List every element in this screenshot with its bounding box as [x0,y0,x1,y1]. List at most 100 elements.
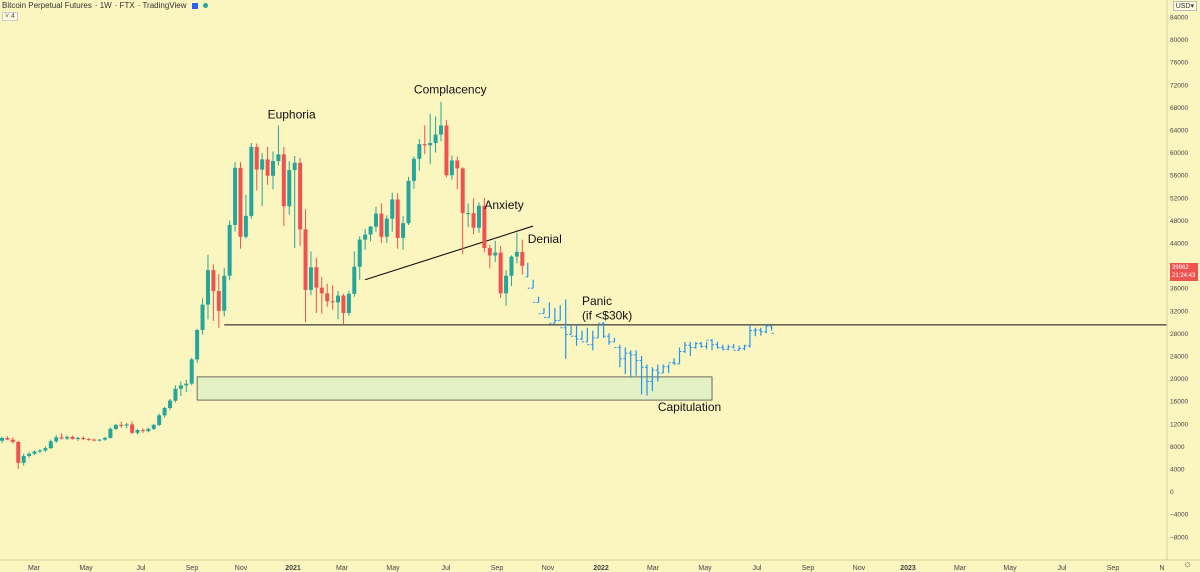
candle[interactable] [135,428,140,435]
candle[interactable] [54,435,59,444]
candle[interactable] [200,298,205,335]
projection-bar[interactable] [764,324,769,334]
candle[interactable] [227,220,232,281]
projection-bar[interactable] [710,339,715,351]
candle[interactable] [493,240,498,263]
projection-bar[interactable] [731,344,736,351]
candle[interactable] [86,437,91,441]
projection-bar[interactable] [542,307,546,319]
projection-bar[interactable] [558,305,563,329]
candle[interactable] [308,251,313,295]
candle[interactable] [238,162,243,249]
candle[interactable] [222,267,227,317]
trendline[interactable] [364,225,534,281]
candle[interactable] [325,283,330,307]
candle[interactable] [108,427,113,439]
projection-bar[interactable] [726,344,731,351]
candle[interactable] [401,215,406,250]
projection-bar[interactable] [644,364,649,396]
projection-bar[interactable] [753,327,758,337]
candle[interactable] [70,435,75,440]
flag-icon[interactable] [191,2,198,9]
projection-bar[interactable] [672,358,677,365]
projection-bar[interactable] [547,302,552,324]
candle[interactable] [243,194,248,239]
projection-bar[interactable] [655,364,660,382]
candle[interactable] [466,203,471,228]
candle[interactable] [97,439,102,442]
candle[interactable] [75,436,80,441]
candle[interactable] [173,385,178,403]
candle[interactable] [102,436,107,441]
candle[interactable] [476,202,481,233]
projection-bar[interactable] [634,350,639,376]
projection-bar[interactable] [552,307,557,324]
candle[interactable] [504,270,509,306]
projection-bar[interactable] [715,341,720,349]
candle[interactable] [92,438,97,442]
projection-bar[interactable] [612,337,617,349]
candle[interactable] [509,255,514,286]
projection-bar[interactable] [704,339,709,350]
candle[interactable] [249,142,254,219]
candle[interactable] [514,232,519,264]
candle[interactable] [48,439,53,450]
candle[interactable] [16,440,21,469]
candle[interactable] [520,239,525,275]
candle[interactable] [81,436,86,441]
projection-bar[interactable] [531,279,536,303]
candle[interactable] [352,251,357,297]
candle[interactable] [59,433,64,440]
candle[interactable] [406,176,411,225]
candle[interactable] [444,119,449,178]
projection-bar[interactable] [661,364,666,374]
candle[interactable] [336,291,341,320]
projection-bar[interactable] [677,347,682,365]
projection-bar[interactable] [601,322,606,338]
candle[interactable] [43,446,48,453]
candle[interactable] [168,398,173,411]
candle[interactable] [0,436,4,444]
candle[interactable] [287,161,292,215]
projection-bar[interactable] [747,324,752,348]
projection-bar[interactable] [666,362,671,373]
candle[interactable] [260,153,265,207]
collapse-indicators-button[interactable]: ˅ 4 [2,12,18,21]
candle[interactable] [21,453,26,466]
projection-bar[interactable] [720,344,725,351]
projection-bar[interactable] [688,341,693,356]
candle[interactable] [195,328,200,363]
currency-selector[interactable]: USD▾ [1172,1,1197,11]
candle[interactable] [189,357,194,386]
candle[interactable] [254,143,259,191]
candle[interactable] [363,228,368,250]
candle[interactable] [439,101,444,142]
candle[interactable] [395,193,400,249]
projection-bar[interactable] [563,299,568,359]
candle[interactable] [411,156,416,189]
candle[interactable] [157,413,162,427]
projection-bar[interactable] [590,330,595,351]
candle[interactable] [233,162,238,232]
projection-bar[interactable] [769,324,774,334]
candle[interactable] [298,157,303,246]
candle[interactable] [271,151,275,190]
projection-bar[interactable] [628,350,633,378]
projection-bar[interactable] [569,324,574,337]
candle[interactable] [379,203,384,243]
candle[interactable] [211,264,216,321]
accumulation-zone[interactable] [196,376,713,401]
candle[interactable] [314,257,319,314]
projection-bar[interactable] [574,324,579,346]
candle[interactable] [471,198,476,235]
candle[interactable] [32,450,37,455]
candle[interactable] [265,146,270,185]
candle[interactable] [130,421,135,434]
candle[interactable] [281,146,286,227]
candle[interactable] [428,113,433,164]
candle[interactable] [341,293,346,325]
candle[interactable] [319,276,324,314]
symbol-name[interactable]: Bitcoin Perpetual Futures [2,1,92,10]
projection-bar[interactable] [617,344,622,368]
